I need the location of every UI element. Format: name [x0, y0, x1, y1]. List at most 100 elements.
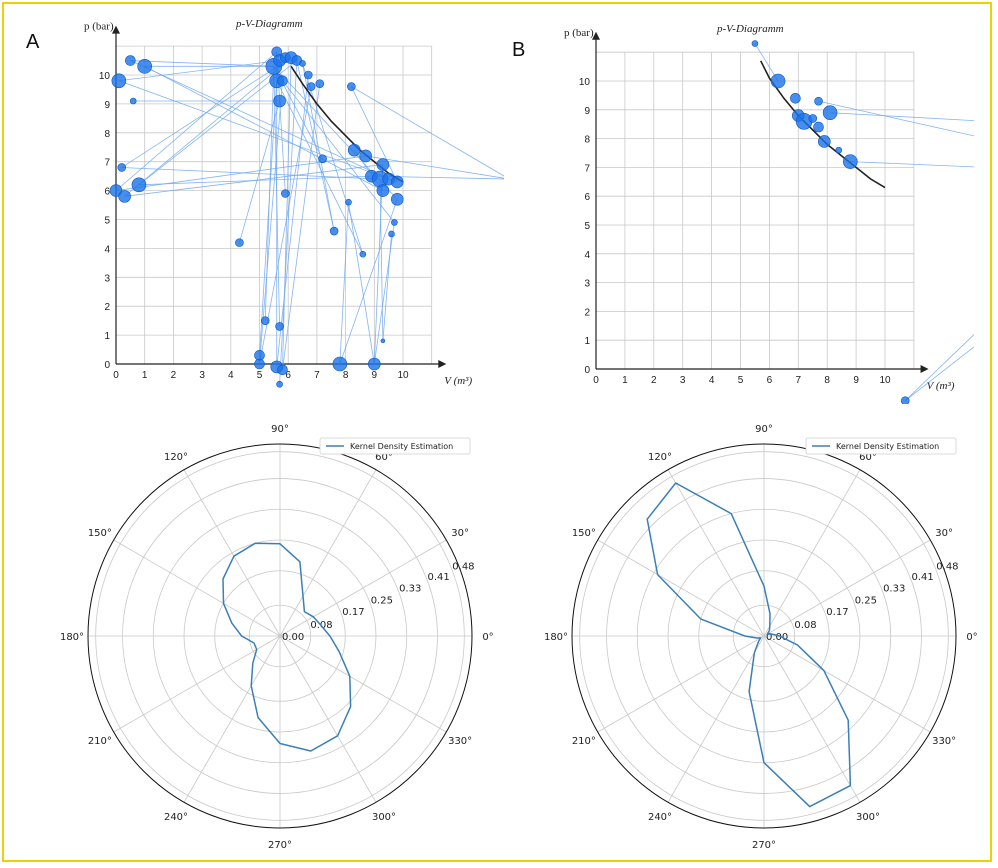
data-point — [118, 190, 131, 203]
data-point — [345, 198, 352, 206]
r-tick-label: 0.41 — [427, 572, 449, 583]
theta-tick-label: 210° — [572, 736, 596, 747]
theta-tick-label: 300° — [856, 812, 880, 823]
theta-tick-label: 120° — [164, 452, 188, 463]
legend-box — [319, 437, 471, 455]
link-line — [373, 164, 384, 365]
legend-label: Kernel Density Estimation — [350, 442, 453, 451]
y-tick-label: 1 — [584, 336, 590, 347]
link-line — [818, 100, 974, 137]
link-line — [830, 112, 974, 122]
data-point — [359, 149, 372, 163]
pv-grid — [115, 45, 433, 364]
link-line — [351, 86, 504, 177]
link-line — [124, 164, 383, 197]
data-point — [390, 175, 404, 189]
polar-grid-spoke — [279, 635, 447, 733]
link-line — [904, 346, 974, 401]
data-point — [131, 177, 147, 193]
theta-tick-label: 240° — [164, 812, 188, 823]
y-tick-label: 5 — [584, 221, 590, 232]
y-tick-label: 9 — [584, 106, 590, 117]
y-axis-label: p (bar) — [84, 21, 114, 33]
data-point — [505, 175, 513, 183]
data-point — [235, 238, 244, 247]
data-point — [790, 92, 801, 104]
data-point — [808, 114, 818, 123]
r-tick-label: 0.48 — [936, 561, 958, 572]
x-tick-label: 1 — [622, 375, 628, 386]
polar-grid-spoke — [183, 469, 281, 637]
pv-chart-a: 0 1 2 3 4 5 6 7 8 9 10 0 1 2 3 4 5 6 7 8 9 10 p (bar) V (m³) — [84, 21, 513, 388]
chart-a-title: p-V-Diagramm — [235, 18, 303, 30]
y-axis-arrow — [592, 31, 600, 40]
link-line — [118, 80, 398, 183]
data-point — [770, 73, 786, 89]
polar-grid-spoke — [279, 539, 447, 637]
polar-grid-spoke — [667, 635, 765, 803]
theta-tick-label: 30° — [935, 528, 953, 539]
link-line — [282, 57, 292, 370]
data-point — [347, 82, 356, 91]
polar-grid-spoke — [183, 635, 281, 803]
x-tick-label: 8 — [343, 370, 349, 381]
x-tick-label: 7 — [796, 375, 802, 386]
polar-outer-circle — [571, 443, 957, 829]
x-tick-label: 10 — [397, 370, 409, 381]
theta-tick-label: 270° — [268, 840, 292, 851]
polar-grid-spoke — [279, 635, 377, 803]
data-point — [275, 322, 284, 331]
data-point — [299, 60, 306, 67]
link-line — [348, 202, 375, 365]
link-line — [379, 179, 384, 341]
data-point — [367, 357, 381, 371]
link-line — [282, 80, 395, 223]
polar-grid-spoke — [113, 635, 281, 733]
polar-grid-spoke — [763, 635, 931, 733]
x-tick-label: 2 — [171, 370, 177, 381]
data-point — [390, 192, 404, 206]
y-tick-label: 0 — [584, 365, 590, 376]
legend-box — [805, 437, 957, 455]
y-axis-arrow — [112, 25, 120, 34]
data-point — [818, 135, 831, 148]
polar-grid-spoke — [667, 469, 765, 637]
link-line — [124, 57, 292, 197]
x-tick-label: 6 — [767, 375, 773, 386]
data-point — [391, 219, 398, 226]
link-line — [904, 334, 974, 401]
x-tick-label: 4 — [709, 375, 715, 386]
x-tick-label: 8 — [824, 375, 830, 386]
y-tick-label: 8 — [584, 135, 590, 146]
kde-curve — [646, 482, 852, 808]
y-tick-label: 9 — [104, 100, 110, 111]
legend: Kernel Density Estimation — [319, 437, 471, 455]
data-point — [332, 356, 348, 372]
pv-data — [751, 40, 974, 404]
data-point — [388, 230, 395, 238]
link-line — [118, 60, 280, 82]
link-line — [382, 233, 392, 341]
data-point — [276, 380, 283, 388]
y-tick-label: 10 — [99, 71, 111, 82]
r-tick-label: 0.33 — [399, 584, 421, 595]
data-point — [273, 94, 286, 108]
polar-chart-b: 0° 30° 60° 90° 120° 150° 180° 210° 240° 270° 300° 3… — [544, 424, 978, 851]
link-line — [276, 74, 309, 367]
x-tick-label: 4 — [228, 370, 234, 381]
data-point — [376, 184, 390, 197]
data-point — [814, 96, 823, 106]
theta-tick-label: 150° — [572, 528, 596, 539]
data-point — [900, 396, 910, 404]
data-point — [318, 154, 327, 164]
link-line — [296, 60, 335, 232]
polar-grid-spoke — [597, 635, 765, 733]
x-tick-label: 7 — [314, 370, 320, 381]
data-point — [359, 250, 367, 258]
panel-letter-a: A — [26, 31, 40, 53]
data-point — [260, 316, 270, 325]
r-tick-label: 0.25 — [855, 595, 877, 606]
x-tick-label: 9 — [853, 375, 859, 386]
theta-tick-label: 270° — [752, 840, 776, 851]
